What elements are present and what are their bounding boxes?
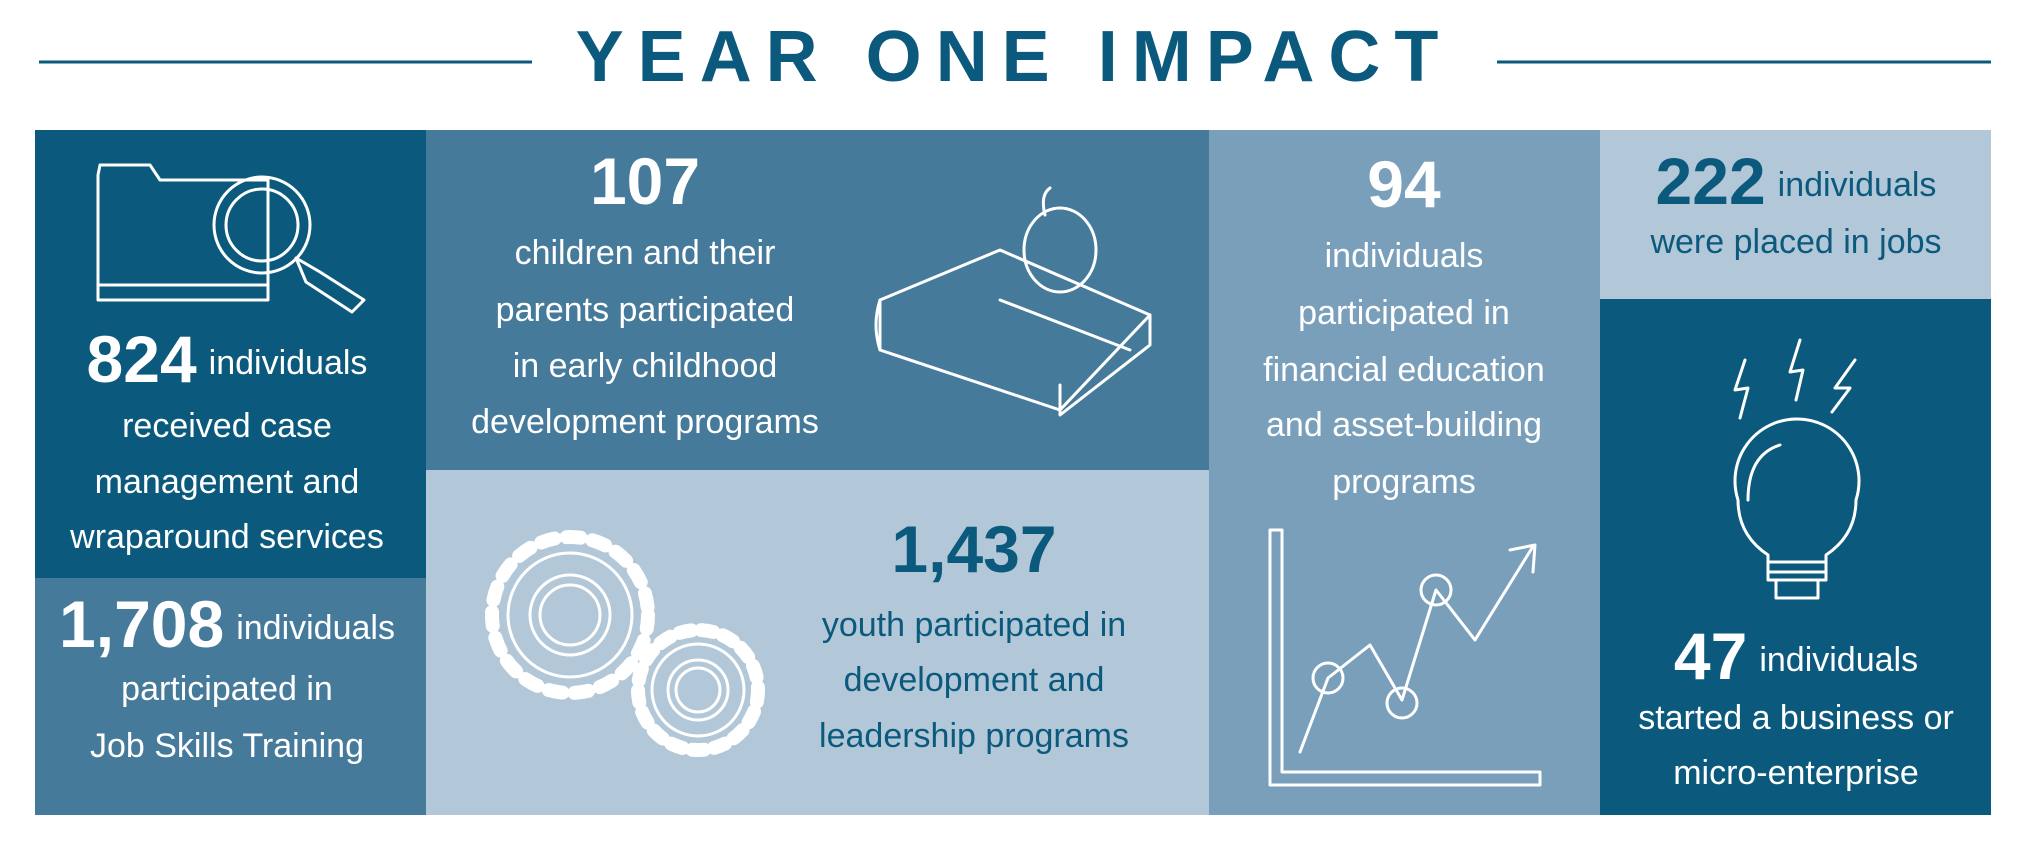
stat-text: individuals bbox=[1325, 237, 1484, 275]
stat-text: development programs bbox=[471, 403, 819, 441]
stat-text: received case bbox=[122, 407, 332, 445]
stat-text: in early childhood bbox=[513, 347, 778, 385]
stat-number: 1,437 bbox=[891, 512, 1056, 586]
book-apple-icon bbox=[874, 186, 1152, 417]
gears-icon bbox=[485, 530, 765, 757]
stat-lead: individuals bbox=[236, 609, 395, 647]
stat-number: 47 bbox=[1674, 619, 1747, 693]
stat-number: 1,708 bbox=[59, 587, 224, 661]
panel bbox=[35, 578, 426, 815]
stat-text: parents participated bbox=[496, 291, 795, 329]
panel bbox=[1209, 130, 1600, 815]
lightbulb-icon bbox=[1733, 338, 1861, 600]
stat-text: wraparound services bbox=[69, 518, 384, 556]
stat-text: children and their bbox=[515, 234, 776, 272]
stat-text: and asset-building bbox=[1266, 406, 1542, 444]
stat-lead: individuals bbox=[1759, 641, 1918, 679]
stat-headline: 824 individuals bbox=[87, 322, 368, 396]
stat-number: 222 bbox=[1656, 144, 1766, 218]
stat-lead: individuals bbox=[1778, 166, 1937, 204]
stat-text: micro-enterprise bbox=[1673, 754, 1919, 792]
stat-text: management and bbox=[95, 463, 360, 501]
stat-headline: 222 individuals bbox=[1656, 144, 1937, 218]
panel bbox=[1600, 130, 1991, 299]
title: YEAR ONE IMPACT bbox=[576, 17, 1453, 97]
stat-headline: 107 bbox=[590, 144, 700, 218]
stat-text: programs bbox=[1332, 463, 1476, 501]
stat-headline: 1,708 individuals bbox=[59, 587, 395, 661]
stat-number: 107 bbox=[590, 144, 700, 218]
stat-lead: individuals bbox=[209, 344, 368, 382]
stat-number: 94 bbox=[1367, 147, 1441, 221]
stat-text: youth participated in bbox=[822, 606, 1126, 644]
stat-text: participated in bbox=[121, 670, 333, 708]
panel bbox=[1600, 299, 1991, 815]
stat-text: were placed in jobs bbox=[1649, 223, 1941, 261]
stat-number: 824 bbox=[87, 322, 197, 396]
panel bbox=[426, 130, 1209, 470]
stat-text: development and bbox=[844, 661, 1105, 699]
stat-text: leadership programs bbox=[819, 717, 1129, 755]
stat-text: financial education bbox=[1263, 351, 1545, 389]
folder-icon bbox=[96, 163, 366, 314]
growth-chart-icon bbox=[1268, 528, 1542, 787]
stat-text: Job Skills Training bbox=[90, 727, 364, 765]
stat-text: participated in bbox=[1298, 294, 1510, 332]
stat-text: started a business or bbox=[1638, 699, 1954, 737]
stat-headline: 47 individuals bbox=[1674, 619, 1918, 693]
stat-headline: 1,437 bbox=[891, 512, 1056, 586]
stat-headline: 94 bbox=[1367, 147, 1441, 221]
